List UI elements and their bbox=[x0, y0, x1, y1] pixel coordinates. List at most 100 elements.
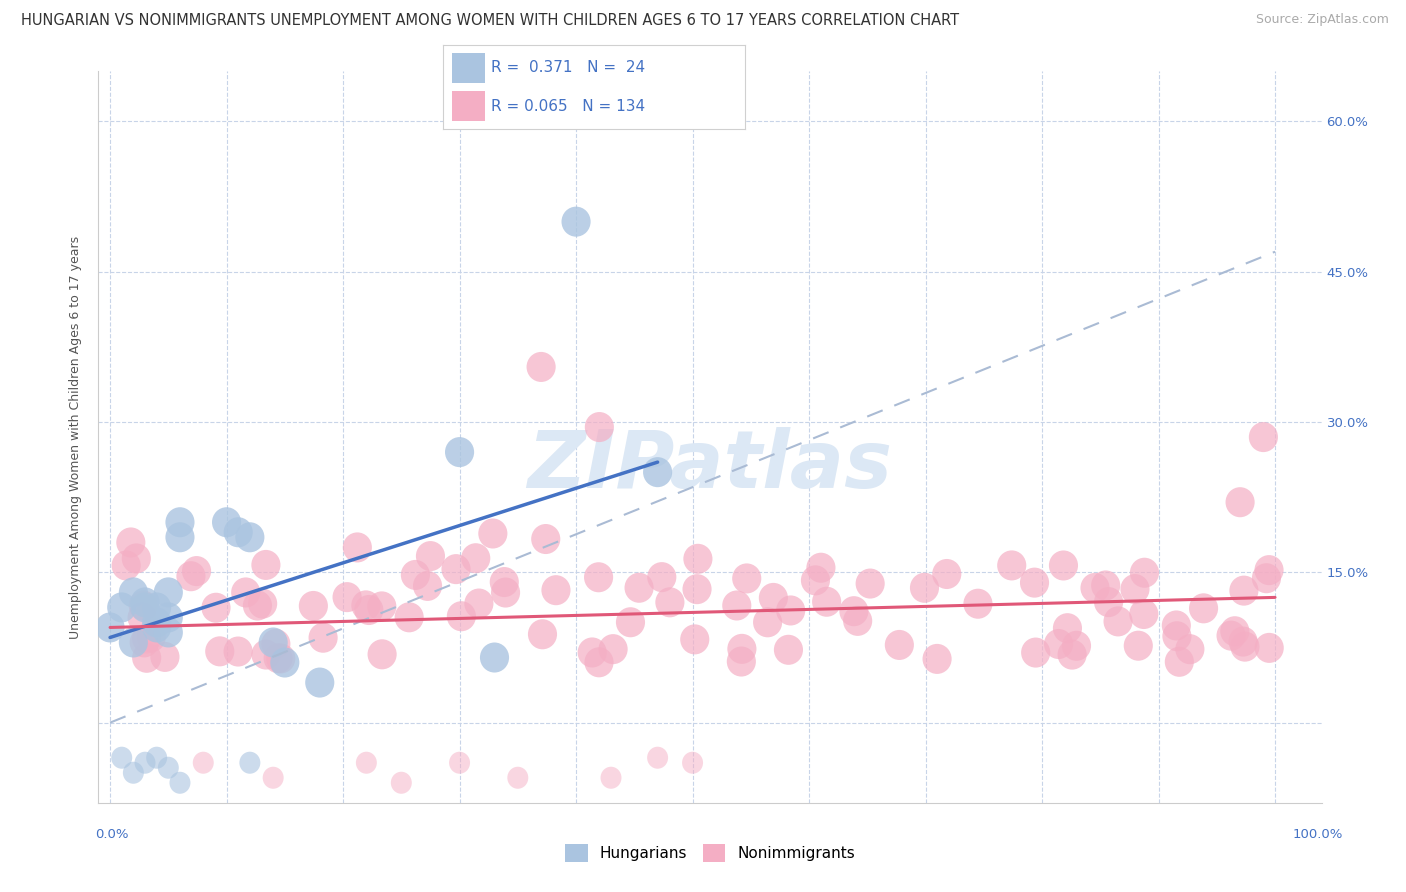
Ellipse shape bbox=[508, 767, 529, 789]
Ellipse shape bbox=[117, 527, 145, 558]
Ellipse shape bbox=[599, 634, 627, 665]
Ellipse shape bbox=[844, 606, 872, 636]
Ellipse shape bbox=[153, 602, 183, 632]
Ellipse shape bbox=[754, 607, 782, 637]
Ellipse shape bbox=[1094, 587, 1123, 617]
Ellipse shape bbox=[647, 747, 668, 769]
Ellipse shape bbox=[1254, 632, 1284, 663]
Ellipse shape bbox=[1057, 640, 1087, 670]
Ellipse shape bbox=[616, 607, 645, 637]
Ellipse shape bbox=[624, 573, 654, 603]
Ellipse shape bbox=[146, 747, 167, 769]
Ellipse shape bbox=[1161, 610, 1191, 640]
Ellipse shape bbox=[111, 747, 132, 769]
Ellipse shape bbox=[129, 627, 159, 657]
Ellipse shape bbox=[1130, 558, 1159, 588]
Ellipse shape bbox=[1045, 629, 1073, 659]
Ellipse shape bbox=[1091, 570, 1121, 600]
Ellipse shape bbox=[132, 643, 162, 673]
Ellipse shape bbox=[247, 589, 277, 619]
Ellipse shape bbox=[150, 642, 180, 672]
Text: ZIPatlas: ZIPatlas bbox=[527, 427, 893, 506]
Ellipse shape bbox=[1220, 616, 1250, 647]
Ellipse shape bbox=[444, 437, 474, 467]
Ellipse shape bbox=[1080, 573, 1109, 603]
Ellipse shape bbox=[441, 554, 471, 584]
Ellipse shape bbox=[963, 589, 993, 619]
Ellipse shape bbox=[1216, 621, 1246, 650]
Ellipse shape bbox=[343, 533, 373, 563]
Ellipse shape bbox=[801, 566, 830, 595]
Ellipse shape bbox=[541, 575, 571, 605]
Ellipse shape bbox=[447, 601, 477, 632]
Ellipse shape bbox=[128, 603, 156, 632]
Ellipse shape bbox=[578, 638, 607, 667]
Ellipse shape bbox=[600, 767, 621, 789]
Ellipse shape bbox=[305, 667, 335, 698]
Ellipse shape bbox=[135, 752, 156, 773]
Ellipse shape bbox=[252, 640, 281, 670]
Ellipse shape bbox=[1164, 647, 1194, 677]
Ellipse shape bbox=[723, 591, 751, 621]
Bar bbox=[451, 54, 485, 83]
Ellipse shape bbox=[118, 627, 148, 657]
Ellipse shape bbox=[727, 634, 756, 664]
Bar bbox=[451, 91, 485, 120]
Ellipse shape bbox=[1229, 575, 1258, 606]
Ellipse shape bbox=[239, 752, 260, 773]
Ellipse shape bbox=[395, 602, 423, 632]
Ellipse shape bbox=[531, 524, 561, 554]
Ellipse shape bbox=[176, 561, 205, 591]
Ellipse shape bbox=[643, 457, 672, 487]
Text: R =  0.371   N =  24: R = 0.371 N = 24 bbox=[491, 61, 645, 76]
Ellipse shape bbox=[478, 518, 508, 549]
Ellipse shape bbox=[96, 613, 125, 642]
Ellipse shape bbox=[647, 562, 676, 592]
Ellipse shape bbox=[839, 596, 869, 626]
Ellipse shape bbox=[224, 517, 253, 548]
Ellipse shape bbox=[583, 562, 613, 592]
Ellipse shape bbox=[270, 648, 299, 678]
Ellipse shape bbox=[1019, 567, 1049, 598]
Ellipse shape bbox=[932, 559, 962, 589]
Ellipse shape bbox=[683, 544, 713, 574]
Ellipse shape bbox=[129, 591, 157, 621]
Ellipse shape bbox=[1121, 574, 1150, 604]
Ellipse shape bbox=[243, 591, 271, 621]
Ellipse shape bbox=[299, 591, 328, 621]
Ellipse shape bbox=[997, 550, 1026, 581]
Ellipse shape bbox=[308, 623, 337, 653]
Ellipse shape bbox=[235, 522, 264, 552]
Ellipse shape bbox=[1229, 626, 1258, 657]
Text: 100.0%: 100.0% bbox=[1292, 828, 1343, 841]
Ellipse shape bbox=[367, 591, 396, 622]
Ellipse shape bbox=[259, 627, 288, 657]
Ellipse shape bbox=[1226, 487, 1254, 517]
Ellipse shape bbox=[205, 636, 235, 666]
Ellipse shape bbox=[1021, 638, 1050, 667]
Ellipse shape bbox=[1129, 599, 1159, 629]
Ellipse shape bbox=[212, 508, 242, 537]
Ellipse shape bbox=[166, 522, 194, 552]
Ellipse shape bbox=[263, 643, 292, 673]
Ellipse shape bbox=[733, 564, 761, 593]
Ellipse shape bbox=[354, 595, 384, 625]
Ellipse shape bbox=[333, 582, 361, 612]
Ellipse shape bbox=[449, 752, 470, 773]
Ellipse shape bbox=[118, 577, 148, 607]
Ellipse shape bbox=[773, 635, 803, 665]
Ellipse shape bbox=[367, 640, 396, 669]
Text: Source: ZipAtlas.com: Source: ZipAtlas.com bbox=[1256, 13, 1389, 27]
Ellipse shape bbox=[122, 543, 150, 574]
Ellipse shape bbox=[132, 624, 162, 654]
Text: R = 0.065   N = 134: R = 0.065 N = 134 bbox=[491, 98, 645, 113]
Ellipse shape bbox=[585, 648, 613, 677]
Ellipse shape bbox=[252, 549, 280, 580]
Ellipse shape bbox=[131, 592, 160, 623]
Ellipse shape bbox=[682, 574, 711, 604]
Ellipse shape bbox=[153, 617, 183, 648]
Ellipse shape bbox=[727, 647, 756, 676]
Ellipse shape bbox=[526, 352, 555, 382]
Ellipse shape bbox=[136, 623, 166, 652]
Ellipse shape bbox=[479, 642, 509, 673]
